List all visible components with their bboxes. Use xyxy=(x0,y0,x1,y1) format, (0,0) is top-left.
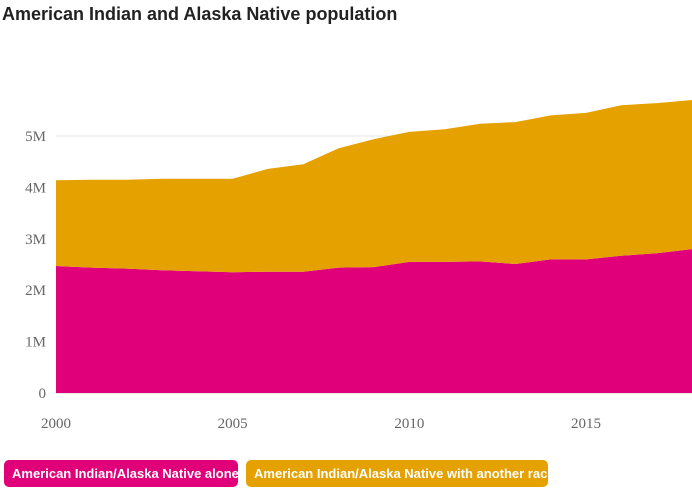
chart-title: American Indian and Alaska Native popula… xyxy=(2,4,398,24)
x-tick-label: 2005 xyxy=(218,416,248,432)
y-tick-label: 5M xyxy=(25,129,46,145)
legend-item-alone[interactable]: American Indian/Alaska Native alone xyxy=(4,460,239,487)
y-tick-label: 0 xyxy=(39,386,47,402)
y-tick-label: 4M xyxy=(25,180,46,196)
series-areas xyxy=(56,100,692,393)
area-series-alone[interactable] xyxy=(56,249,692,393)
x-tick-label: 2015 xyxy=(571,416,601,432)
y-tick-label: 1M xyxy=(25,335,46,351)
y-axis-ticks: 0 1M 2M 3M 4M 5M xyxy=(25,129,46,402)
x-tick-label: 2000 xyxy=(41,416,71,432)
y-tick-label: 2M xyxy=(25,283,46,299)
area-series-with-another-race[interactable] xyxy=(56,100,692,273)
legend-item-with-another-race[interactable]: American Indian/Alaska Native with anoth… xyxy=(246,460,555,487)
x-axis-ticks: 2000 2005 2010 2015 xyxy=(41,416,601,432)
x-tick-label: 2010 xyxy=(394,416,424,432)
y-tick-label: 3M xyxy=(25,232,46,248)
legend: American Indian/Alaska Native alone Amer… xyxy=(4,460,555,487)
